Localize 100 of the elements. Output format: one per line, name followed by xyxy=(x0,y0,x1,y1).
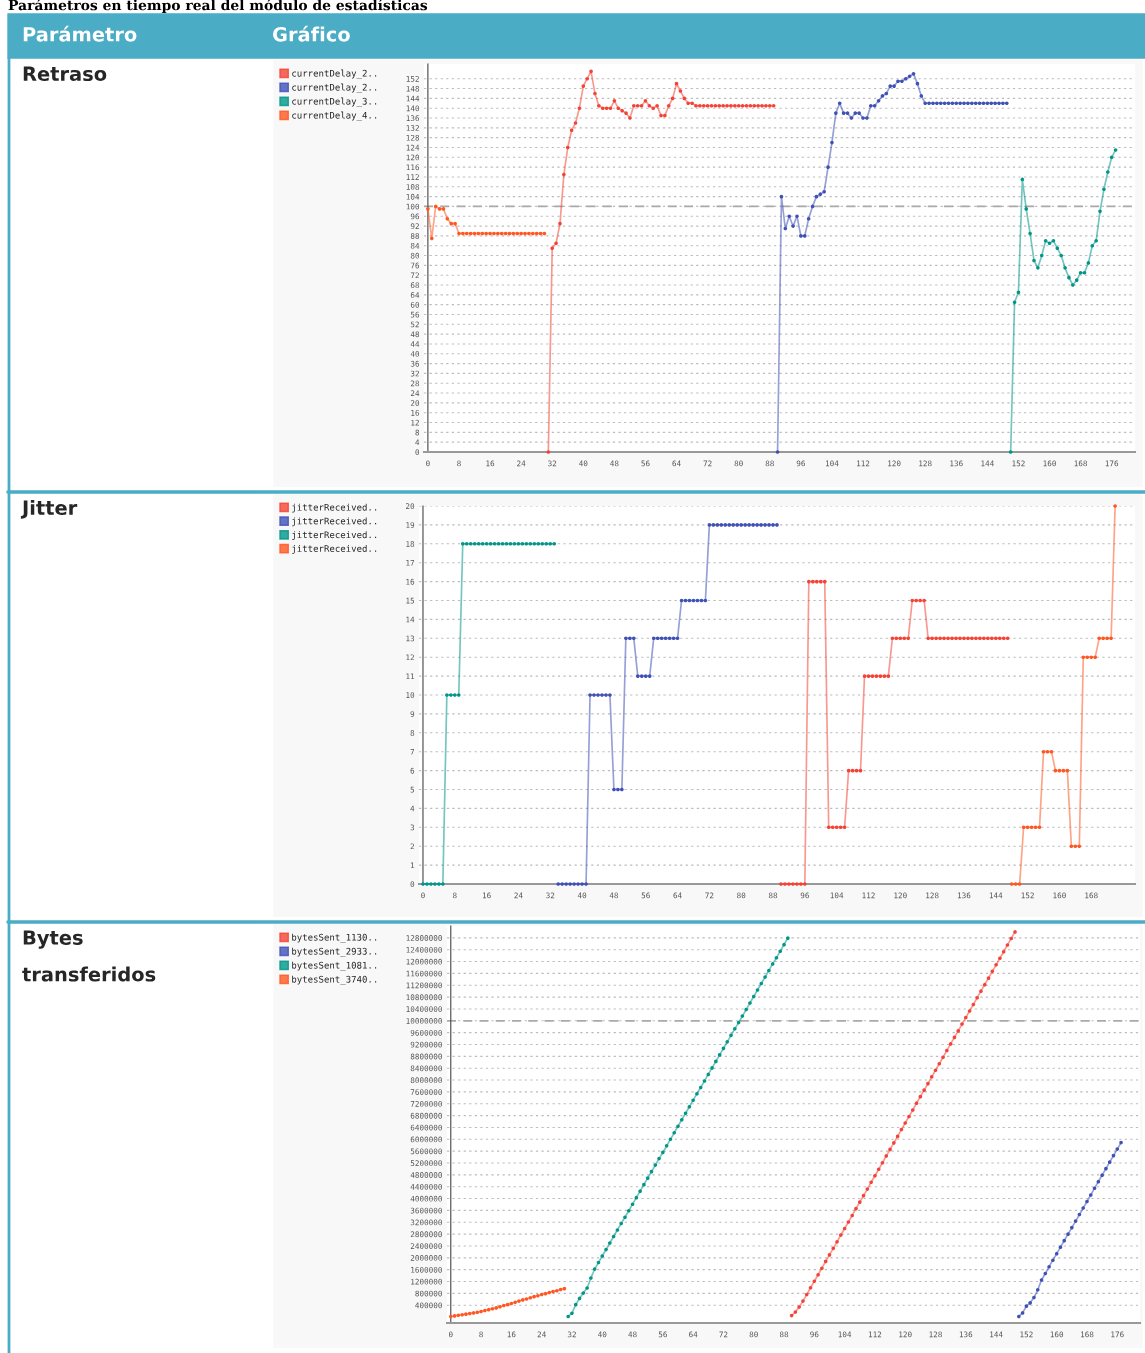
point xyxy=(468,231,473,236)
point xyxy=(740,1014,745,1018)
point xyxy=(421,882,425,886)
point xyxy=(942,636,946,641)
point xyxy=(512,541,517,546)
legend-label: jitterReceived.. xyxy=(292,517,377,527)
point xyxy=(536,1293,540,1298)
point xyxy=(552,541,557,546)
point xyxy=(960,1022,964,1026)
point xyxy=(534,231,539,236)
point xyxy=(628,636,632,641)
point xyxy=(1085,655,1090,660)
point xyxy=(584,882,588,886)
point xyxy=(966,636,970,641)
point xyxy=(657,1156,661,1161)
point xyxy=(515,231,520,236)
point xyxy=(694,103,698,108)
point xyxy=(1049,749,1054,754)
point xyxy=(556,882,561,886)
point xyxy=(755,523,759,527)
point xyxy=(1074,278,1079,282)
point xyxy=(1078,270,1083,275)
point xyxy=(896,79,900,83)
point xyxy=(536,541,541,546)
point xyxy=(985,101,990,106)
point xyxy=(822,189,826,194)
point xyxy=(727,523,732,527)
point xyxy=(429,882,433,886)
point xyxy=(922,598,926,603)
point xyxy=(1119,1140,1123,1145)
point xyxy=(540,541,545,546)
point xyxy=(803,882,807,886)
point xyxy=(906,636,911,641)
legend-label: jitterReceived.. xyxy=(292,544,377,554)
point xyxy=(476,541,481,546)
point xyxy=(1065,768,1070,773)
point xyxy=(564,882,568,886)
point xyxy=(449,221,453,226)
point xyxy=(874,674,879,678)
point xyxy=(1009,882,1014,886)
point xyxy=(494,1306,499,1310)
point xyxy=(445,216,450,221)
point xyxy=(1033,825,1038,830)
point xyxy=(795,214,799,219)
point xyxy=(804,1292,809,1297)
point xyxy=(674,81,679,86)
point xyxy=(767,523,771,527)
point xyxy=(1069,844,1074,849)
point xyxy=(687,598,692,603)
point xyxy=(725,103,729,108)
point xyxy=(791,224,795,228)
legend-label: bytesSent_1130.. xyxy=(292,933,377,943)
point xyxy=(659,636,664,641)
point xyxy=(638,1189,642,1193)
point xyxy=(882,674,887,678)
point xyxy=(954,636,958,641)
point xyxy=(861,116,865,120)
point xyxy=(1032,1295,1036,1300)
point xyxy=(962,636,966,641)
point xyxy=(845,111,850,115)
point xyxy=(1005,943,1010,947)
point xyxy=(799,882,803,886)
point xyxy=(1106,170,1110,174)
point xyxy=(1054,1251,1059,1256)
point xyxy=(492,541,497,546)
text: Parámetro xyxy=(23,25,137,42)
point xyxy=(1086,261,1091,265)
point xyxy=(950,101,955,106)
point xyxy=(1001,636,1006,641)
point xyxy=(632,103,636,108)
point xyxy=(1077,1212,1082,1217)
point xyxy=(715,523,720,527)
point xyxy=(946,101,951,106)
point xyxy=(1051,1258,1055,1262)
point xyxy=(1073,844,1078,849)
y-axis-title: Jitter xyxy=(20,500,78,519)
point xyxy=(577,1296,582,1301)
point xyxy=(1043,1271,1048,1276)
point xyxy=(759,523,763,527)
point xyxy=(611,1234,616,1239)
point xyxy=(850,1213,854,1218)
point xyxy=(842,825,847,830)
point xyxy=(910,1108,915,1112)
point xyxy=(624,636,628,641)
point xyxy=(569,128,574,133)
point xyxy=(503,231,508,236)
point xyxy=(490,1306,495,1311)
point xyxy=(1024,207,1029,211)
point xyxy=(616,106,621,111)
point xyxy=(807,579,811,584)
point xyxy=(982,982,987,987)
point xyxy=(842,1226,847,1231)
point xyxy=(884,91,889,96)
point xyxy=(981,101,986,106)
point xyxy=(679,1117,684,1122)
point xyxy=(967,1009,972,1013)
point xyxy=(740,103,745,108)
point xyxy=(699,598,704,603)
point xyxy=(779,882,783,886)
point xyxy=(702,1079,707,1083)
